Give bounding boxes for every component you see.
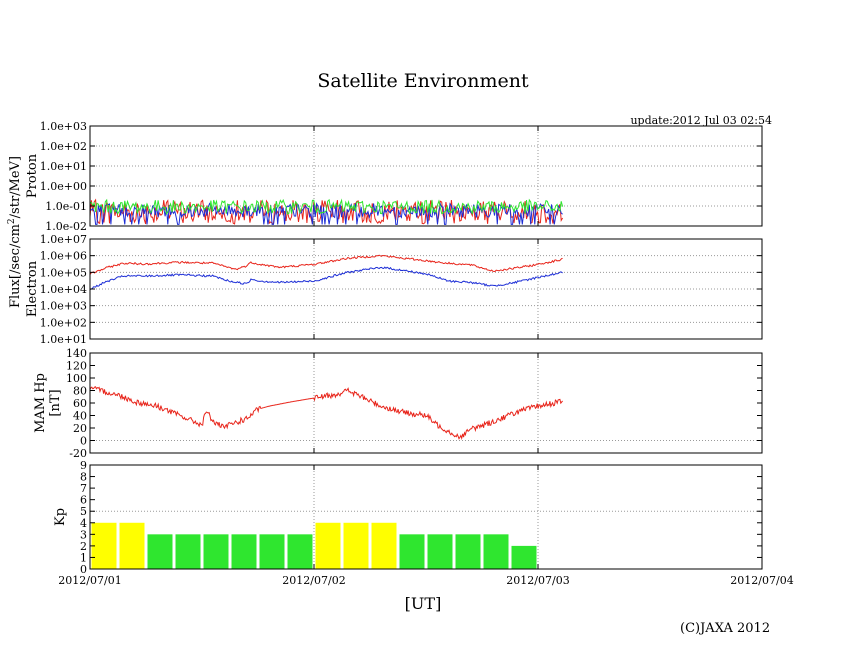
y-tick-label: 0	[80, 435, 87, 448]
x-tick-label: 2012/07/04	[730, 574, 793, 587]
x-tick-label: 2012/07/01	[58, 574, 121, 587]
y-tick-label: 1.0e+06	[40, 250, 87, 263]
y-tick-label: 1.0e+05	[40, 266, 87, 279]
y-tick-label: 9	[80, 459, 87, 472]
hp-series	[89, 386, 563, 441]
kp-bar	[511, 545, 537, 569]
kp-bar	[343, 522, 369, 569]
y-tick-label: 1	[80, 551, 87, 564]
kp-bar	[399, 534, 425, 569]
kp-bar	[147, 534, 173, 569]
kp-bar	[119, 522, 145, 569]
y-tick-label: 1.0e+01	[40, 333, 87, 346]
kp-bar	[203, 534, 229, 569]
y-tick-label: 100	[66, 372, 87, 385]
kp-bar	[175, 534, 201, 569]
kp-bar	[371, 522, 397, 569]
x-axis-label: [UT]	[404, 594, 442, 613]
electron-axis-label: Electron	[25, 260, 40, 317]
flux-axis-label: Flux[/sec/cm2/str/MeV]	[7, 156, 23, 308]
y-tick-label: 8	[80, 471, 87, 484]
x-tick-label: 2012/07/02	[282, 574, 345, 587]
y-tick-label: 1.0e+04	[40, 283, 87, 296]
y-tick-label: 60	[73, 397, 87, 410]
y-tick-label: 1.0e+01	[40, 160, 87, 173]
y-tick-label: 6	[80, 494, 87, 507]
y-tick-label: 20	[73, 422, 87, 435]
kp-bar	[427, 534, 453, 569]
y-tick-label: 5	[80, 505, 87, 518]
panel-frame-1	[89, 125, 763, 227]
y-tick-label: 1.0e+07	[40, 233, 87, 246]
update-timestamp: update:2012 Jul 03 02:54	[630, 114, 772, 127]
electron-series-1d2ed6	[89, 266, 563, 290]
y-tick-label: 1.0e+00	[40, 180, 87, 193]
y-tick-label: 1.0e+03	[40, 300, 87, 313]
y-tick-label: 2	[80, 540, 87, 553]
y-tick-label: -20	[69, 447, 87, 460]
y-tick-label: 4	[80, 517, 87, 530]
kp-bar	[315, 522, 341, 569]
y-tick-label: 40	[73, 410, 87, 423]
y-tick-label: 1.0e-01	[45, 200, 87, 213]
y-tick-label: 1.0e+02	[40, 140, 87, 153]
y-tick-label: 1.0e-02	[45, 220, 87, 233]
copyright: (C)JAXA 2012	[680, 621, 771, 636]
y-tick-label: 1.0e+03	[40, 120, 87, 133]
proton-axis-label: Proton	[25, 153, 40, 198]
kp-bar	[483, 534, 509, 569]
kp-bar	[455, 534, 481, 569]
y-tick-label: 0	[80, 563, 87, 576]
flux-label-part: Flux[/sec/cm	[8, 224, 23, 308]
hp-axis-label: MAM Hp	[33, 373, 48, 433]
proton-series-2fe62f	[89, 198, 564, 216]
y-tick-label: 7	[80, 482, 87, 495]
y-tick-label: 3	[80, 528, 87, 541]
kp-bar	[287, 534, 313, 569]
kp-bar	[91, 522, 117, 569]
y-tick-label: 120	[66, 360, 87, 373]
flux-label-part: /str/MeV]	[8, 156, 23, 218]
kp-bar	[231, 534, 257, 569]
electron-series-e8251b	[89, 254, 563, 275]
y-tick-label: 80	[73, 385, 87, 398]
x-tick-label: 2012/07/03	[506, 574, 569, 587]
kp-axis-label: Kp	[53, 508, 68, 526]
kp-bar	[259, 534, 285, 569]
hp-axis-unit: [nT]	[48, 389, 63, 416]
figure-title: Satellite Environment	[317, 70, 529, 92]
panel-frame-3	[89, 352, 763, 454]
y-tick-label: 1.0e+02	[40, 316, 87, 329]
y-tick-label: 140	[66, 347, 87, 360]
flux-label-superscript: 2	[7, 218, 17, 224]
panel-frame-4	[89, 464, 763, 570]
